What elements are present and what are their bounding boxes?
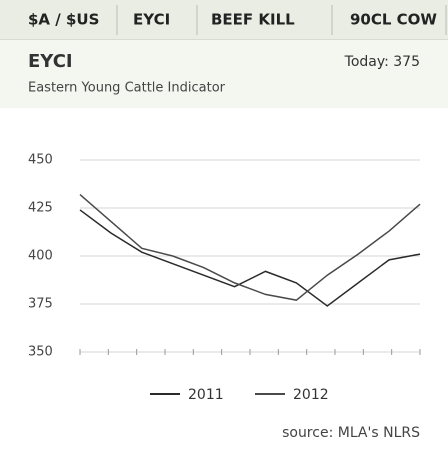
y-tick-label: 425 xyxy=(28,201,53,216)
series-line xyxy=(79,193,421,301)
tab[interactable]: 90CL COW xyxy=(350,11,437,29)
legend-label: 2011 xyxy=(188,387,224,403)
legend-label: 2012 xyxy=(293,387,329,403)
tab-bar xyxy=(0,0,448,40)
y-tick-label: 400 xyxy=(28,249,53,264)
series-line xyxy=(79,209,421,307)
source: source: MLA's NLRS xyxy=(282,425,420,441)
y-tick-label: 450 xyxy=(28,153,53,168)
header-bg xyxy=(0,40,448,108)
tab[interactable]: BEEF KILL xyxy=(211,11,295,29)
today-value: Today: 375 xyxy=(344,54,420,70)
heading: EYCI xyxy=(28,51,73,72)
subtitle: Eastern Young Cattle Indicator xyxy=(28,81,226,96)
y-tick-label: 350 xyxy=(28,345,53,360)
y-tick-label: 375 xyxy=(28,297,53,312)
tab[interactable]: $A / $US xyxy=(28,11,99,29)
tab[interactable]: EYCI xyxy=(133,11,170,29)
